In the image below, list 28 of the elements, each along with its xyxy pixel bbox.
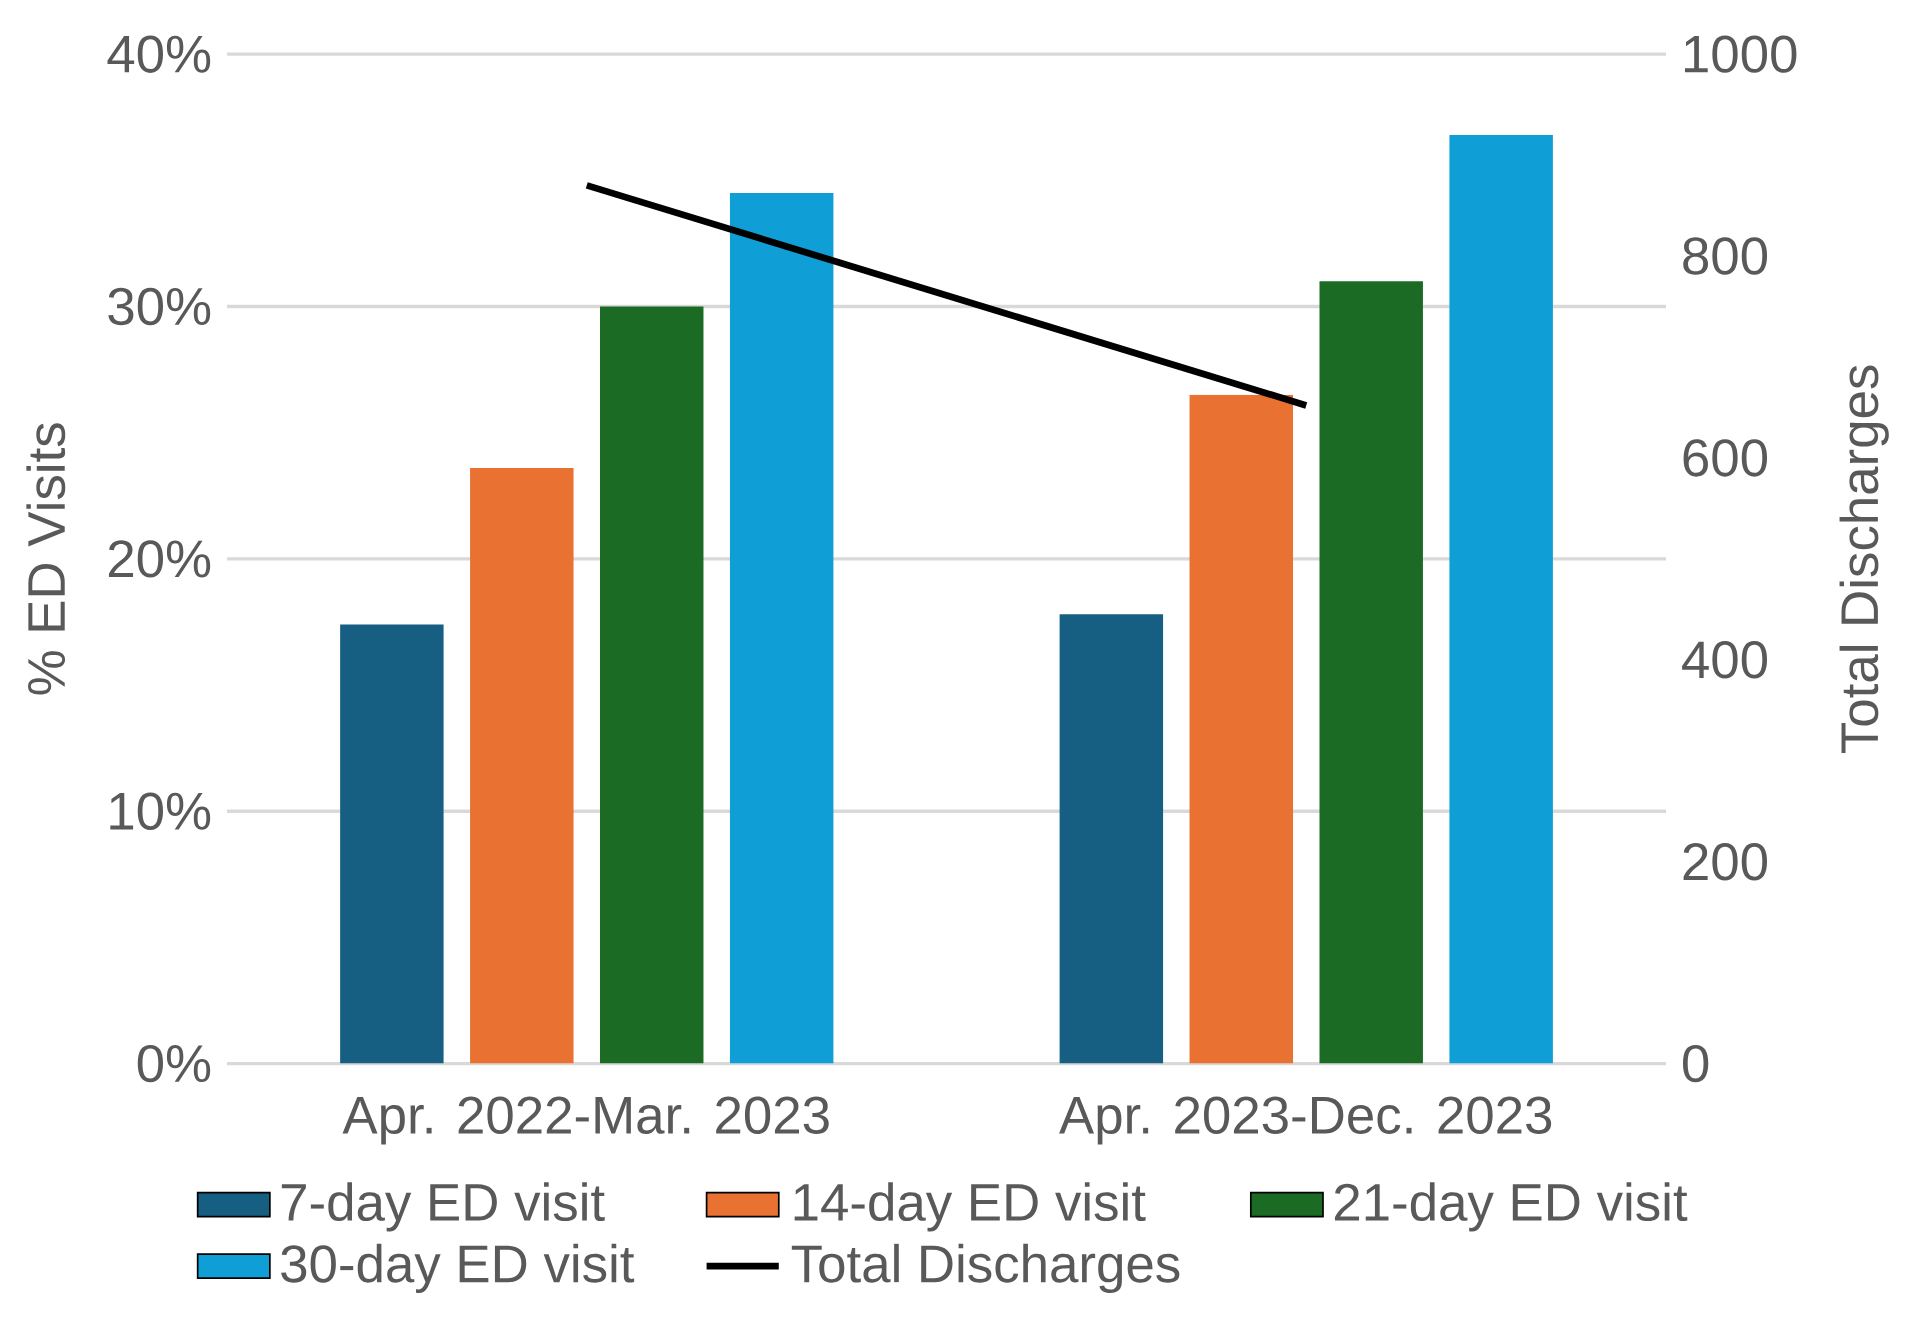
y2-tick-label: 1000 [1684,35,1797,73]
bar [729,192,834,1064]
bar [1449,134,1553,1064]
y-tick-label: 20% [108,539,211,578]
bar [600,306,704,1064]
y2-tick-label: 400 [1682,640,1768,679]
legend-label: 21-day ED visit [1334,1182,1688,1232]
legend-label: 14-day ED visit [794,1182,1146,1232]
bar [340,624,444,1064]
bar [470,467,574,1064]
y-tick-label: 10% [110,792,211,830]
legend-label: 7-day ED visit [281,1182,605,1232]
x-tick-label: Apr. 2022-Mar. 2023 [342,1096,829,1145]
x-tick-label: Apr. 2023-Dec. 2023 [1059,1096,1552,1145]
y-tick-label: 0% [137,1044,211,1083]
legend-label: 30-day ED visit [281,1243,635,1293]
y-tick-label: 40% [107,35,211,73]
bar [1319,281,1423,1064]
y2-tick-label: 600 [1683,439,1768,477]
y-tick-label: 30% [108,287,211,325]
bar [1189,394,1294,1064]
legend-label: Total Discharges [791,1243,1180,1293]
y2-tick-label: 800 [1683,237,1768,275]
bar [1059,614,1164,1064]
y2-axis-title: Total Discharges [1839,365,1889,753]
y2-tick-label: 0 [1682,1044,1709,1083]
y2-tick-label: 200 [1683,842,1768,881]
y-axis-title: % ED Visits [26,422,66,695]
